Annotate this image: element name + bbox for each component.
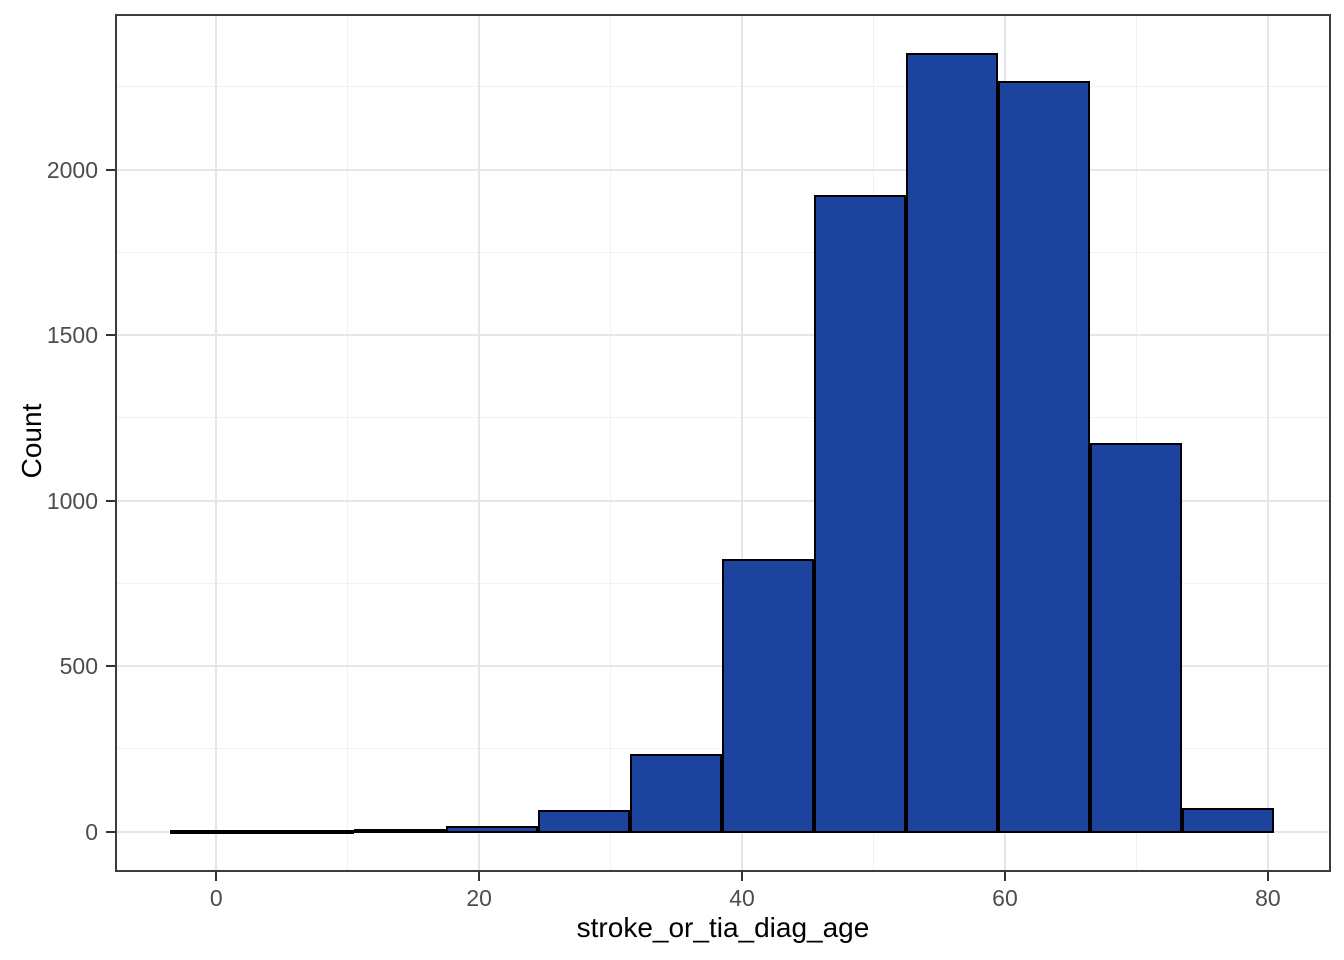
histogram-bar (170, 830, 263, 835)
y-tick-mark (106, 499, 115, 502)
histogram-bar (630, 754, 723, 833)
y-tick-label: 1000 (46, 487, 98, 514)
y-tick-mark (106, 168, 115, 171)
grid-minor-y (115, 251, 1331, 253)
x-tick-mark (1266, 872, 1269, 881)
histogram-bar (906, 52, 999, 833)
histogram-bar (814, 195, 907, 833)
plot-panel (115, 14, 1331, 872)
x-tick-mark (1003, 872, 1006, 881)
histogram-bar (446, 825, 539, 833)
y-tick-label: 0 (85, 818, 98, 845)
x-tick-mark (215, 872, 218, 881)
grid-minor-x (1135, 14, 1137, 872)
x-tick-label: 80 (1255, 885, 1281, 911)
grid-minor-y (115, 86, 1331, 88)
x-tick-label: 40 (729, 885, 755, 911)
histogram-bar (1182, 808, 1275, 833)
grid-minor-y (115, 417, 1331, 419)
x-tick-label: 0 (209, 885, 223, 911)
grid-major-y (115, 168, 1331, 171)
y-tick-label: 500 (59, 653, 98, 680)
histogram-bar (1090, 443, 1183, 833)
grid-major-x (1266, 14, 1269, 872)
grid-major-y (115, 499, 1331, 502)
histogram-bar (262, 829, 355, 834)
x-axis-title: stroke_or_tia_diag_age (576, 912, 870, 943)
x-tick-label: 20 (466, 885, 492, 911)
grid-major-x (478, 14, 481, 872)
y-axis-title: Count (16, 403, 47, 479)
histogram-bar (722, 559, 815, 833)
grid-major-y (115, 334, 1331, 337)
y-tick-label: 1500 (46, 322, 98, 349)
x-tick-label: 60 (992, 885, 1018, 911)
y-tick-mark (106, 334, 115, 337)
histogram-bar (538, 810, 631, 833)
grid-major-x (215, 14, 218, 872)
grid-major-x (741, 14, 744, 872)
x-tick-mark (741, 872, 744, 881)
histogram-bar (354, 828, 447, 833)
y-tick-mark (106, 830, 115, 833)
histogram-bar (998, 80, 1091, 833)
y-tick-label: 2000 (46, 156, 98, 183)
x-tick-mark (478, 872, 481, 881)
grid-minor-x (347, 14, 349, 872)
y-tick-mark (106, 665, 115, 668)
grid-minor-x (610, 14, 612, 872)
